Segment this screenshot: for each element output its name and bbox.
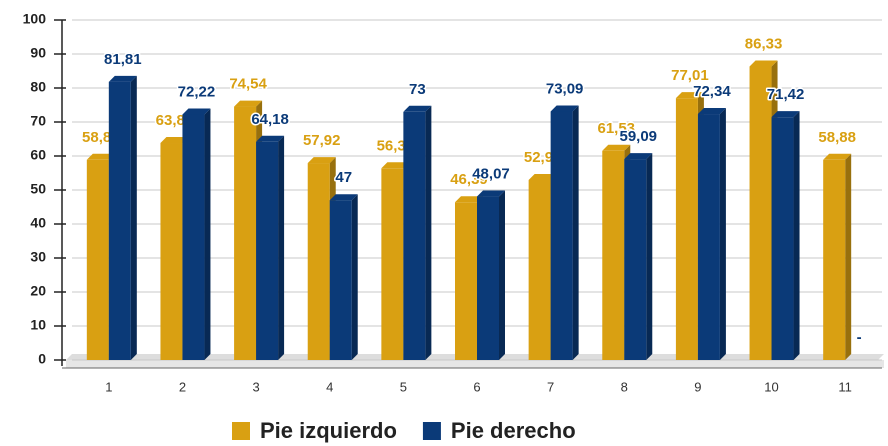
y-tick-label: 20 bbox=[30, 283, 46, 299]
legend-label: Pie izquierdo bbox=[260, 418, 397, 443]
bar-side bbox=[719, 108, 726, 360]
value-label: 73,09 bbox=[546, 80, 584, 97]
bar bbox=[602, 150, 625, 360]
bar-top bbox=[160, 137, 189, 144]
bar-top bbox=[403, 105, 432, 112]
x-tick-label: 1 bbox=[105, 379, 112, 394]
bar-top bbox=[234, 100, 263, 107]
value-label: 61,53 bbox=[597, 120, 635, 137]
bar bbox=[550, 111, 573, 360]
y-tick-label: 10 bbox=[30, 317, 46, 333]
value-label: 77,01 bbox=[671, 67, 709, 84]
x-tick-label: 9 bbox=[694, 379, 701, 394]
y-tick-label: 60 bbox=[30, 147, 46, 163]
bar-side bbox=[845, 153, 852, 360]
x-tick-label: 11 bbox=[838, 379, 852, 394]
bar-top bbox=[477, 190, 505, 197]
y-tick-label: 50 bbox=[30, 181, 46, 197]
x-tick-label: 3 bbox=[252, 379, 259, 394]
bar bbox=[675, 98, 698, 360]
y-tick-label: 100 bbox=[23, 11, 47, 27]
x-tick-label: 7 bbox=[547, 379, 554, 394]
bar-side bbox=[351, 194, 358, 360]
bar-side bbox=[793, 111, 800, 360]
bar bbox=[477, 196, 499, 360]
bar-top bbox=[823, 153, 852, 160]
value-label: - bbox=[857, 329, 862, 346]
bar-top bbox=[455, 196, 483, 203]
bar bbox=[528, 180, 551, 360]
bar bbox=[256, 141, 279, 360]
bar bbox=[381, 168, 404, 360]
value-label: 46,39 bbox=[450, 171, 488, 188]
bar-top bbox=[697, 108, 726, 115]
bar bbox=[823, 159, 846, 360]
bar bbox=[771, 117, 794, 360]
bar bbox=[329, 200, 352, 360]
bar bbox=[403, 111, 426, 360]
y-tick-label: 90 bbox=[30, 45, 46, 61]
x-tick-label: 5 bbox=[400, 379, 407, 394]
floor-front bbox=[66, 360, 884, 368]
bar-top bbox=[675, 92, 704, 99]
bar-top bbox=[86, 153, 115, 160]
value-label: 57,92 bbox=[303, 132, 341, 149]
bar-side bbox=[499, 190, 505, 360]
value-label: 72,22 bbox=[178, 83, 216, 100]
value-label: 81,81 bbox=[104, 51, 142, 68]
bar bbox=[108, 81, 131, 360]
bar-top bbox=[307, 157, 336, 164]
value-label: 59,09 bbox=[619, 128, 657, 145]
bar-top bbox=[624, 153, 653, 160]
bar bbox=[749, 66, 772, 360]
y-tick-label: 80 bbox=[30, 79, 46, 95]
value-label: 73 bbox=[409, 81, 426, 98]
bar-top bbox=[329, 194, 358, 201]
legend-label: Pie derecho bbox=[451, 418, 576, 443]
value-label: 47 bbox=[335, 169, 352, 186]
value-label: 64,18 bbox=[251, 111, 289, 128]
bar-top bbox=[550, 105, 579, 112]
bar-top bbox=[108, 75, 137, 82]
bar-top bbox=[256, 135, 285, 142]
bar-side bbox=[278, 135, 285, 360]
bar bbox=[234, 106, 257, 361]
value-label: 48,07 bbox=[472, 166, 510, 183]
bar bbox=[160, 143, 183, 360]
bar-top bbox=[528, 174, 557, 181]
value-label: 58,88 bbox=[818, 129, 856, 146]
bar-top bbox=[182, 108, 211, 115]
legend-swatch bbox=[422, 422, 441, 440]
bar-top bbox=[771, 111, 800, 118]
bar-top bbox=[749, 60, 778, 67]
bar bbox=[697, 114, 720, 360]
value-label: 86,33 bbox=[745, 35, 783, 52]
bar-side bbox=[204, 108, 211, 361]
bar bbox=[182, 114, 205, 361]
bar bbox=[307, 163, 330, 360]
bar-top bbox=[381, 162, 410, 169]
bar bbox=[455, 202, 477, 360]
bar-side bbox=[572, 105, 579, 360]
y-tick-label: 30 bbox=[30, 249, 46, 265]
x-tick-label: 6 bbox=[473, 379, 480, 394]
x-tick-label: 8 bbox=[621, 379, 628, 394]
bar bbox=[86, 159, 109, 360]
x-tick-label: 10 bbox=[764, 379, 778, 394]
bar bbox=[624, 159, 647, 360]
y-tick-label: 40 bbox=[30, 215, 46, 231]
y-tick-label: 0 bbox=[38, 351, 46, 367]
bar-side bbox=[130, 75, 137, 360]
bar-top bbox=[602, 144, 631, 151]
y-tick-label: 70 bbox=[30, 113, 46, 129]
value-label: 71,42 bbox=[767, 86, 805, 103]
legend-swatch bbox=[232, 422, 250, 440]
value-label: 72,34 bbox=[693, 83, 731, 100]
bar-side bbox=[425, 105, 432, 360]
bar-side bbox=[646, 153, 653, 360]
value-label: 74,54 bbox=[229, 76, 267, 93]
x-tick-label: 2 bbox=[179, 379, 186, 394]
x-tick-label: 4 bbox=[326, 379, 333, 394]
